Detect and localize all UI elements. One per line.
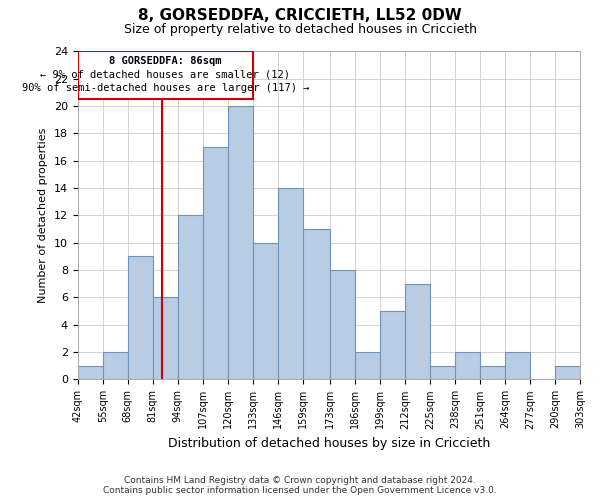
Bar <box>178 216 203 380</box>
Bar <box>303 229 330 380</box>
Bar <box>278 188 303 380</box>
FancyBboxPatch shape <box>77 52 253 100</box>
Bar <box>228 106 253 380</box>
Bar <box>555 366 580 380</box>
Bar <box>153 298 178 380</box>
Bar <box>128 256 153 380</box>
Bar <box>505 352 530 380</box>
Text: ← 9% of detached houses are smaller (12): ← 9% of detached houses are smaller (12) <box>40 70 290 80</box>
Text: 8, GORSEDDFA, CRICCIETH, LL52 0DW: 8, GORSEDDFA, CRICCIETH, LL52 0DW <box>138 8 462 22</box>
Text: 8 GORSEDDFA: 86sqm: 8 GORSEDDFA: 86sqm <box>109 56 221 66</box>
Y-axis label: Number of detached properties: Number of detached properties <box>38 128 48 303</box>
Bar <box>405 284 430 380</box>
Text: Size of property relative to detached houses in Criccieth: Size of property relative to detached ho… <box>124 22 476 36</box>
Bar <box>103 352 128 380</box>
Bar <box>203 147 228 380</box>
Bar <box>253 243 278 380</box>
Bar <box>355 352 380 380</box>
Bar <box>480 366 505 380</box>
Bar <box>330 270 355 380</box>
X-axis label: Distribution of detached houses by size in Criccieth: Distribution of detached houses by size … <box>168 437 490 450</box>
Text: Contains HM Land Registry data © Crown copyright and database right 2024.
Contai: Contains HM Land Registry data © Crown c… <box>103 476 497 495</box>
Bar <box>380 311 405 380</box>
Text: 90% of semi-detached houses are larger (117) →: 90% of semi-detached houses are larger (… <box>22 83 309 93</box>
Bar <box>455 352 480 380</box>
Bar <box>77 366 103 380</box>
Bar <box>430 366 455 380</box>
